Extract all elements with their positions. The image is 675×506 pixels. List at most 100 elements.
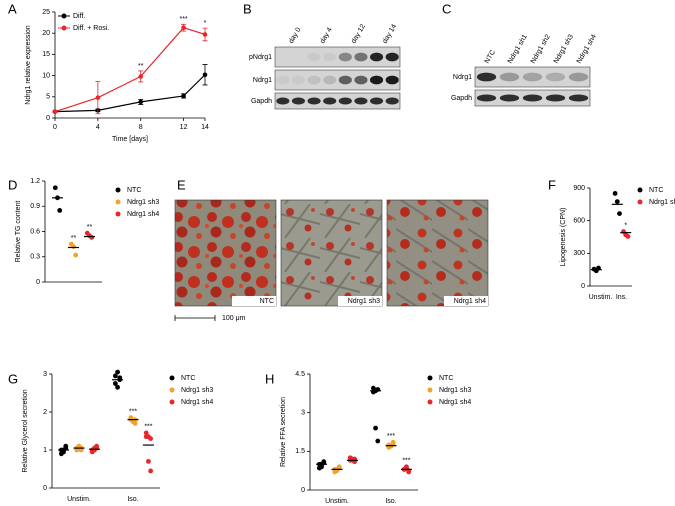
lane-label: day 14 (382, 23, 399, 45)
blot-row-label: Ndrg1 (253, 77, 272, 84)
lane-label: Ndrg1 sh4 (576, 33, 598, 65)
data-point (138, 99, 144, 105)
y-tick-label: 2 (43, 409, 47, 416)
x-tick-label: Unstim. (67, 496, 91, 503)
blot-band (291, 97, 305, 105)
y-tick-label: 25 (42, 9, 50, 16)
blot-band (276, 97, 290, 105)
data-point (73, 252, 79, 258)
y-tick-label: 15 (42, 51, 50, 58)
legend-label: Diff. + Rosi. (73, 25, 109, 32)
data-point (614, 199, 620, 205)
y-axis-label: Lipogenesis (CPN) (560, 208, 567, 267)
blot-row-label: pNdrg1 (249, 54, 272, 61)
data-point (132, 421, 138, 426)
y-tick-label: 0 (43, 485, 47, 492)
significance: *** (179, 16, 187, 23)
data-point (406, 469, 412, 475)
blot-band (338, 97, 352, 105)
legend-marker (61, 25, 67, 31)
data-point (617, 211, 622, 216)
y-axis-label: Relative FFA secretion (280, 397, 287, 467)
data-point (202, 32, 208, 37)
legend-label: NTC (649, 187, 663, 194)
legend-marker (115, 187, 121, 193)
data-point (148, 436, 154, 441)
data-point (89, 234, 95, 240)
blot-strip (274, 69, 401, 91)
panel-label: G (8, 371, 18, 386)
x-axis-label: Time [days] (112, 136, 148, 143)
panel-label: B (243, 1, 252, 16)
data-point (74, 447, 80, 453)
significance: *** (387, 433, 395, 440)
blot-band (370, 75, 384, 85)
blot-row-label: Gapdh (251, 98, 272, 105)
data-point (612, 191, 618, 196)
data-point (57, 208, 63, 213)
blot-band (568, 94, 589, 102)
y-tick-label: 0.6 (30, 228, 40, 235)
blot-band (354, 75, 368, 85)
scale-bar-label: 100 μm (222, 315, 246, 322)
x-tick-label: 0 (53, 124, 57, 131)
blot-band (522, 72, 543, 82)
y-tick-label: 900 (573, 185, 585, 192)
lane-label: day 0 (288, 26, 303, 44)
data-point (390, 439, 396, 445)
data-point (115, 369, 120, 375)
legend-label: NTC (127, 187, 141, 194)
data-point (375, 438, 381, 444)
data-point (373, 425, 378, 431)
x-tick-label: Iso. (127, 496, 138, 503)
y-tick-label: 0 (36, 279, 40, 286)
scale-bar (174, 315, 216, 321)
significance: *** (402, 458, 410, 465)
data-point (148, 468, 154, 474)
lane-label: NTC (484, 49, 497, 65)
legend-marker (637, 199, 643, 205)
data-point (625, 234, 631, 239)
blot-band (385, 97, 399, 105)
blot-band (354, 52, 368, 62)
y-tick-label: 1 (43, 447, 47, 454)
blot-band (323, 75, 337, 85)
micrograph-tag-bg (232, 296, 276, 306)
legend-label: Ndrg1 sh4 (127, 211, 159, 218)
y-tick-label: 0 (581, 283, 585, 290)
micrograph (174, 199, 277, 307)
significance: * (624, 222, 627, 229)
blot-band (499, 72, 520, 82)
lane-label: Ndrg1 sh3 (553, 33, 575, 65)
significance: *** (144, 424, 152, 431)
data-point (138, 74, 144, 79)
blot-band (323, 52, 337, 62)
data-point (404, 464, 409, 470)
data-point (115, 384, 120, 390)
legend-marker (169, 375, 175, 381)
blot-band (385, 75, 399, 85)
significance: *** (129, 409, 137, 416)
panel-label: H (265, 371, 274, 386)
blot-band (307, 97, 321, 105)
panel-label: F (548, 177, 556, 192)
y-tick-label: 0.9 (30, 203, 40, 210)
data-point (316, 465, 322, 471)
blot-band (370, 97, 384, 105)
y-tick-label: 1.5 (295, 448, 305, 455)
legend-label: Ndrg1 sh3 (439, 387, 471, 394)
blot-band (338, 52, 352, 62)
blot-band (323, 97, 337, 105)
legend-label: NTC (181, 375, 195, 382)
blot-band (291, 75, 305, 85)
blot-band (476, 72, 497, 82)
lane-label: day 4 (319, 26, 334, 44)
data-point (336, 464, 342, 470)
significance: ** (71, 235, 77, 242)
lane-label: Ndrg1 sh2 (530, 33, 552, 65)
legend-marker (115, 199, 121, 205)
data-point (181, 93, 186, 99)
legend-marker (169, 387, 175, 393)
micrograph-tag-bg (338, 296, 382, 306)
y-axis-label: Relative Glycerol secretion (22, 389, 29, 472)
